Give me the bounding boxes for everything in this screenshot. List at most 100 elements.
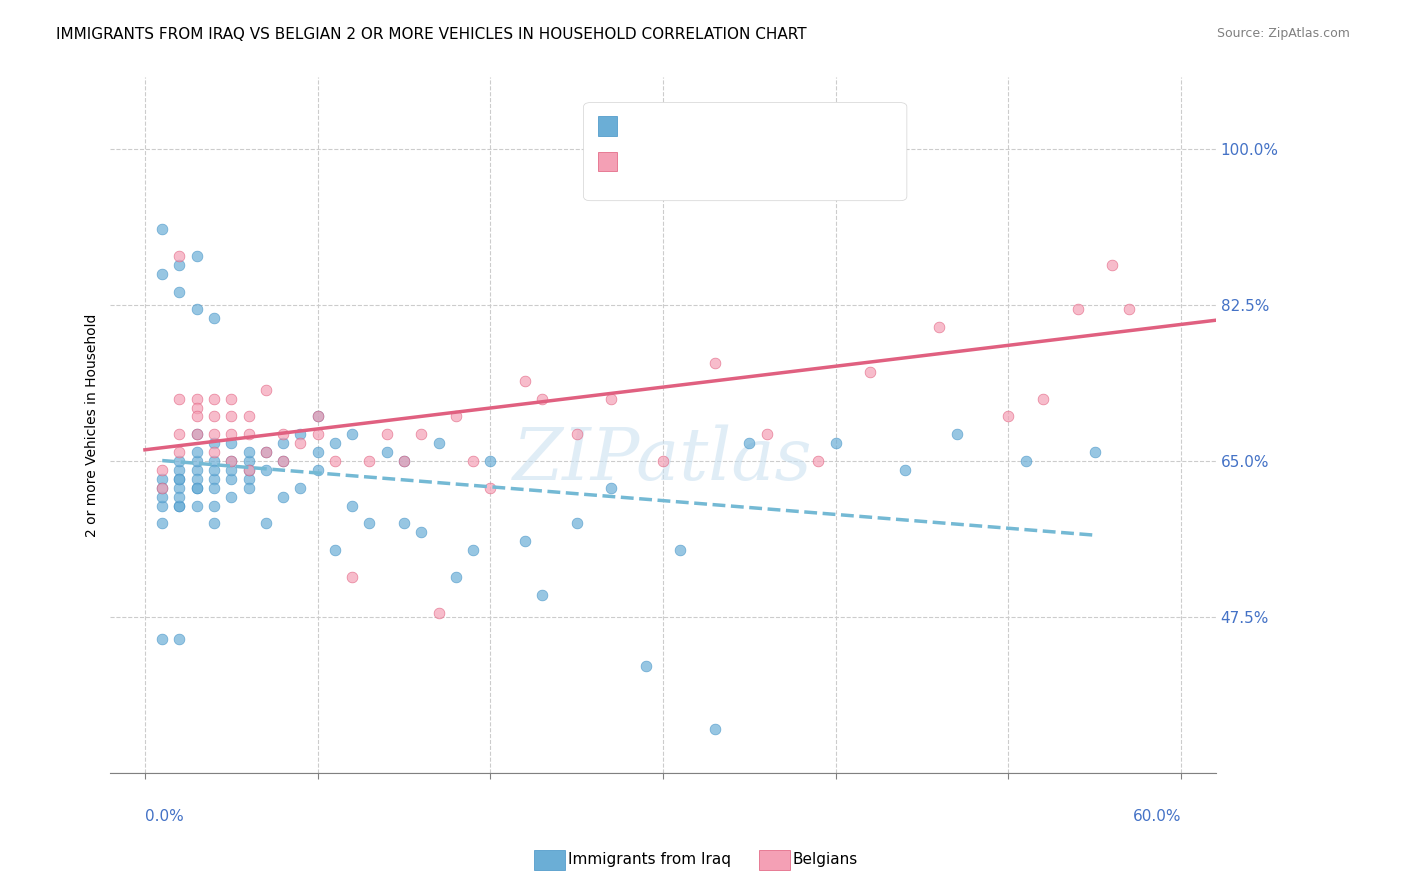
Immigrants from Iraq bbox=[392, 516, 415, 531]
Belgians bbox=[271, 454, 294, 468]
Immigrants from Iraq bbox=[307, 463, 329, 477]
Text: 0.0%: 0.0% bbox=[145, 809, 184, 824]
Text: N = 54: N = 54 bbox=[759, 153, 817, 171]
Immigrants from Iraq bbox=[202, 516, 225, 531]
Immigrants from Iraq bbox=[1015, 454, 1038, 468]
Belgians bbox=[411, 427, 433, 442]
Belgians bbox=[444, 409, 467, 424]
Immigrants from Iraq bbox=[169, 258, 191, 272]
Immigrants from Iraq bbox=[186, 472, 208, 486]
Belgians bbox=[531, 392, 554, 406]
Immigrants from Iraq bbox=[150, 499, 173, 513]
Immigrants from Iraq bbox=[221, 463, 243, 477]
Immigrants from Iraq bbox=[634, 659, 657, 673]
Immigrants from Iraq bbox=[169, 490, 191, 504]
Belgians bbox=[290, 436, 312, 450]
Belgians bbox=[150, 463, 173, 477]
Immigrants from Iraq bbox=[238, 481, 260, 495]
Immigrants from Iraq bbox=[444, 570, 467, 584]
Immigrants from Iraq bbox=[150, 222, 173, 236]
Belgians bbox=[859, 365, 882, 379]
Immigrants from Iraq bbox=[238, 445, 260, 459]
Belgians bbox=[169, 249, 191, 263]
Immigrants from Iraq bbox=[738, 436, 761, 450]
Belgians bbox=[271, 427, 294, 442]
Immigrants from Iraq bbox=[202, 436, 225, 450]
Belgians bbox=[600, 392, 623, 406]
Belgians bbox=[1032, 392, 1054, 406]
Text: Belgians: Belgians bbox=[793, 853, 858, 867]
Immigrants from Iraq bbox=[221, 472, 243, 486]
Belgians bbox=[221, 409, 243, 424]
Immigrants from Iraq bbox=[150, 632, 173, 647]
Immigrants from Iraq bbox=[307, 409, 329, 424]
Immigrants from Iraq bbox=[307, 445, 329, 459]
Immigrants from Iraq bbox=[411, 525, 433, 540]
Immigrants from Iraq bbox=[359, 516, 381, 531]
Immigrants from Iraq bbox=[894, 463, 917, 477]
Immigrants from Iraq bbox=[323, 543, 346, 558]
Immigrants from Iraq bbox=[169, 481, 191, 495]
Belgians bbox=[169, 445, 191, 459]
Immigrants from Iraq bbox=[392, 454, 415, 468]
Belgians bbox=[307, 427, 329, 442]
Belgians bbox=[221, 427, 243, 442]
Immigrants from Iraq bbox=[202, 499, 225, 513]
Immigrants from Iraq bbox=[202, 481, 225, 495]
Immigrants from Iraq bbox=[150, 267, 173, 281]
Belgians bbox=[202, 392, 225, 406]
Immigrants from Iraq bbox=[169, 472, 191, 486]
Immigrants from Iraq bbox=[202, 472, 225, 486]
Belgians bbox=[565, 427, 588, 442]
Belgians bbox=[221, 392, 243, 406]
Immigrants from Iraq bbox=[186, 499, 208, 513]
Belgians bbox=[1066, 302, 1088, 317]
Text: N = 84: N = 84 bbox=[759, 118, 817, 136]
Immigrants from Iraq bbox=[323, 436, 346, 450]
Immigrants from Iraq bbox=[824, 436, 846, 450]
Immigrants from Iraq bbox=[169, 454, 191, 468]
Immigrants from Iraq bbox=[254, 463, 277, 477]
Belgians bbox=[186, 401, 208, 415]
Immigrants from Iraq bbox=[461, 543, 484, 558]
Belgians bbox=[254, 383, 277, 397]
Immigrants from Iraq bbox=[186, 481, 208, 495]
Immigrants from Iraq bbox=[254, 516, 277, 531]
Immigrants from Iraq bbox=[271, 436, 294, 450]
Immigrants from Iraq bbox=[340, 427, 363, 442]
Belgians bbox=[461, 454, 484, 468]
Y-axis label: 2 or more Vehicles in Household: 2 or more Vehicles in Household bbox=[86, 314, 100, 537]
Immigrants from Iraq bbox=[238, 454, 260, 468]
Immigrants from Iraq bbox=[169, 472, 191, 486]
Belgians bbox=[186, 409, 208, 424]
Immigrants from Iraq bbox=[254, 445, 277, 459]
Belgians bbox=[169, 427, 191, 442]
Belgians bbox=[703, 142, 725, 156]
Immigrants from Iraq bbox=[202, 311, 225, 326]
Text: 60.0%: 60.0% bbox=[1133, 809, 1181, 824]
Immigrants from Iraq bbox=[169, 632, 191, 647]
Belgians bbox=[323, 454, 346, 468]
Belgians bbox=[202, 445, 225, 459]
Belgians bbox=[755, 427, 778, 442]
Belgians bbox=[359, 454, 381, 468]
Belgians bbox=[1101, 258, 1123, 272]
Immigrants from Iraq bbox=[221, 454, 243, 468]
Immigrants from Iraq bbox=[150, 481, 173, 495]
Immigrants from Iraq bbox=[290, 481, 312, 495]
Belgians bbox=[202, 409, 225, 424]
Immigrants from Iraq bbox=[427, 436, 450, 450]
Immigrants from Iraq bbox=[945, 427, 967, 442]
Immigrants from Iraq bbox=[271, 454, 294, 468]
Immigrants from Iraq bbox=[238, 463, 260, 477]
Belgians bbox=[169, 392, 191, 406]
Immigrants from Iraq bbox=[375, 445, 398, 459]
Belgians bbox=[1118, 302, 1140, 317]
Immigrants from Iraq bbox=[169, 499, 191, 513]
Immigrants from Iraq bbox=[186, 427, 208, 442]
Immigrants from Iraq bbox=[600, 481, 623, 495]
Text: Source: ZipAtlas.com: Source: ZipAtlas.com bbox=[1216, 27, 1350, 40]
Belgians bbox=[221, 454, 243, 468]
Belgians bbox=[238, 463, 260, 477]
Belgians bbox=[928, 320, 950, 334]
